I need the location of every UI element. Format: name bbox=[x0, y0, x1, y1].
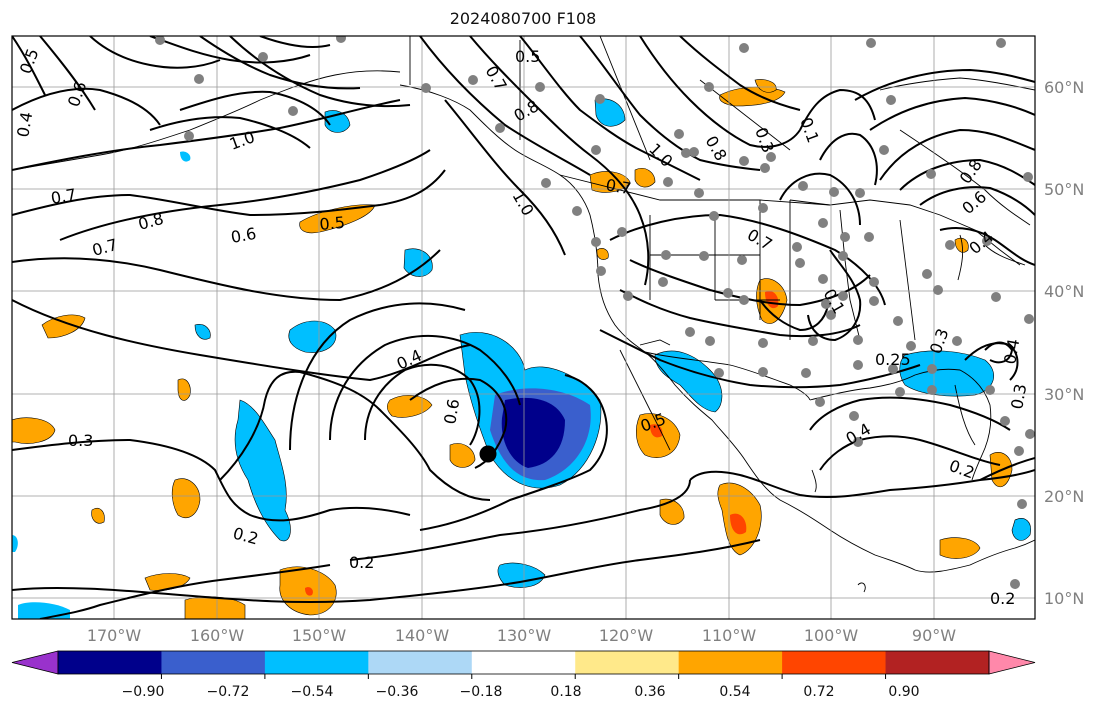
lon-label: 160°W bbox=[189, 626, 245, 645]
colorbar-tick-label: 0.18 bbox=[550, 684, 582, 700]
colorbar-frame bbox=[57, 650, 990, 675]
contour-label: 0.3 bbox=[68, 431, 93, 450]
contour-lines bbox=[12, 36, 1035, 619]
contour-label: 0.5 bbox=[319, 213, 346, 234]
positive-anomaly-shading bbox=[12, 79, 1013, 619]
contour-label: 0.25 bbox=[875, 350, 911, 369]
contour-label: 0.7 bbox=[49, 185, 77, 208]
colorbar-segment bbox=[678, 651, 783, 674]
lat-label: 10°N bbox=[1044, 589, 1085, 608]
map-title: 2024080700 F108 bbox=[449, 9, 597, 28]
colorbar-segment bbox=[885, 651, 990, 674]
station-dots bbox=[155, 36, 1035, 589]
lat-label: 50°N bbox=[1044, 180, 1085, 199]
contour-label: 0.6 bbox=[440, 397, 463, 425]
colorbar-tick-label: −0.90 bbox=[121, 684, 165, 700]
colorbar-tick-label: 0.36 bbox=[634, 684, 666, 700]
colorbar-tick-label: −0.72 bbox=[206, 684, 250, 700]
colorbar-extension-high bbox=[988, 650, 1036, 675]
contour-label: 0.3 bbox=[1007, 382, 1030, 410]
lon-label: 140°W bbox=[394, 626, 450, 645]
lat-label: 40°N bbox=[1044, 282, 1085, 301]
lon-label: 170°W bbox=[86, 626, 142, 645]
lon-label: 120°W bbox=[598, 626, 654, 645]
contour-label: 0.7 bbox=[604, 175, 632, 198]
colorbar-tick-label: −0.36 bbox=[375, 684, 419, 700]
lon-label: 130°W bbox=[496, 626, 552, 645]
colorbar-tick-label: 0.72 bbox=[803, 684, 835, 700]
storm-center-marker bbox=[479, 445, 497, 463]
colorbar-tick-label: 0.90 bbox=[888, 684, 920, 700]
colorbar-segment bbox=[58, 651, 162, 674]
contour-label: 0.2 bbox=[990, 589, 1015, 608]
colorbar-segment bbox=[575, 651, 680, 674]
colorbar-tick-label: −0.18 bbox=[459, 684, 503, 700]
colorbar-tick-label: −0.54 bbox=[290, 684, 334, 700]
contour-label: 0.5 bbox=[515, 47, 540, 66]
lon-label: 90°W bbox=[911, 626, 957, 645]
colorbar-segment bbox=[264, 651, 369, 674]
colorbar-extension-low bbox=[11, 650, 59, 675]
map-background bbox=[12, 36, 1035, 619]
lon-label: 100°W bbox=[803, 626, 859, 645]
colorbar-segment bbox=[161, 651, 266, 674]
colorbar bbox=[11, 650, 1036, 679]
lon-label: 150°W bbox=[291, 626, 347, 645]
contour-label: 0.2 bbox=[349, 553, 374, 572]
lat-label: 20°N bbox=[1044, 487, 1085, 506]
colorbar-tick-label: 0.54 bbox=[719, 684, 751, 700]
colorbar-segment bbox=[471, 651, 576, 674]
map-frame bbox=[11, 35, 1036, 620]
colorbar-segment bbox=[782, 651, 887, 674]
lon-label: 110°W bbox=[701, 626, 757, 645]
contour-label: 0.4 bbox=[1000, 337, 1023, 365]
lat-label: 30°N bbox=[1044, 385, 1085, 404]
contour-label: 0.4 bbox=[13, 110, 36, 138]
lat-label: 60°N bbox=[1044, 78, 1085, 97]
colorbar-segment bbox=[368, 651, 473, 674]
contour-label: 0.6 bbox=[229, 224, 257, 247]
